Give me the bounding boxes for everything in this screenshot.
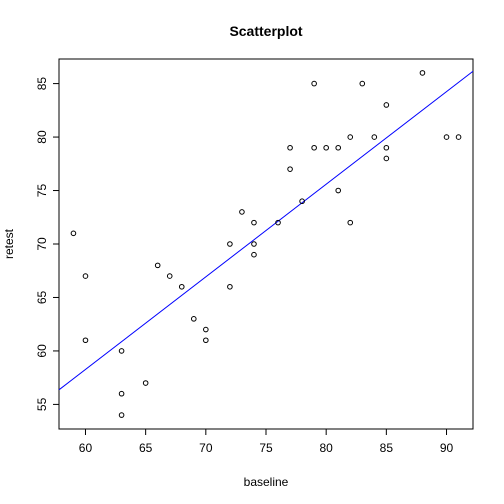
y-tick-label: 75: [35, 184, 49, 198]
data-point: [70, 230, 77, 237]
y-tick-label: 65: [35, 290, 49, 304]
plot-frame: [58, 58, 474, 430]
points-layer: [70, 70, 462, 418]
data-point: [82, 273, 89, 279]
data-point: [178, 283, 185, 290]
data-point: [299, 198, 305, 205]
y-tick-label: 70: [35, 237, 49, 251]
data-point: [383, 102, 390, 108]
data-point: [251, 251, 257, 258]
data-point: [118, 390, 125, 397]
data-point: [82, 337, 89, 344]
x-axis-label: baseline: [244, 475, 289, 489]
x-tick-label: 85: [380, 441, 394, 455]
y-axis: 55 60 65 70 75 80 85: [35, 77, 59, 411]
y-tick-label: 80: [35, 130, 49, 144]
x-tick-label: 60: [79, 441, 93, 455]
regression-line: [58, 70, 474, 391]
y-axis-label: retest: [2, 228, 16, 259]
y-tick-label: 60: [35, 344, 49, 358]
y-tick-label: 85: [35, 77, 49, 91]
chart-title: Scatterplot: [229, 23, 302, 39]
data-point: [287, 166, 293, 172]
data-point: [455, 134, 462, 140]
data-point: [239, 209, 245, 215]
regression-line-layer: [58, 70, 474, 391]
data-point: [335, 187, 342, 194]
data-point: [203, 337, 209, 344]
data-point: [203, 326, 209, 333]
data-point: [311, 80, 317, 87]
x-tick-label: 65: [139, 441, 153, 455]
data-point: [347, 134, 354, 140]
data-point: [227, 283, 233, 290]
data-point: [323, 144, 329, 151]
y-tick-label: 55: [35, 397, 49, 411]
data-point: [166, 273, 173, 279]
data-point: [335, 144, 342, 151]
data-point: [419, 70, 426, 76]
data-point: [227, 241, 233, 247]
data-point: [251, 241, 257, 247]
data-point: [287, 144, 293, 151]
data-point: [347, 219, 354, 226]
data-point: [118, 348, 125, 354]
x-tick-label: 90: [440, 441, 454, 455]
data-point: [118, 412, 125, 418]
data-point: [371, 134, 378, 140]
data-point: [359, 80, 366, 87]
x-tick-label: 75: [259, 441, 273, 455]
data-point: [383, 144, 390, 151]
data-point: [275, 219, 281, 226]
data-point: [190, 316, 197, 322]
data-point: [311, 144, 317, 151]
data-point: [142, 380, 149, 386]
x-axis: 60 65 70 75 80 85 90: [79, 429, 454, 455]
data-point: [383, 155, 390, 162]
data-point: [154, 262, 161, 269]
x-tick-label: 80: [319, 441, 333, 455]
data-point: [251, 219, 257, 226]
x-tick-label: 70: [199, 441, 213, 455]
data-point: [443, 134, 450, 140]
